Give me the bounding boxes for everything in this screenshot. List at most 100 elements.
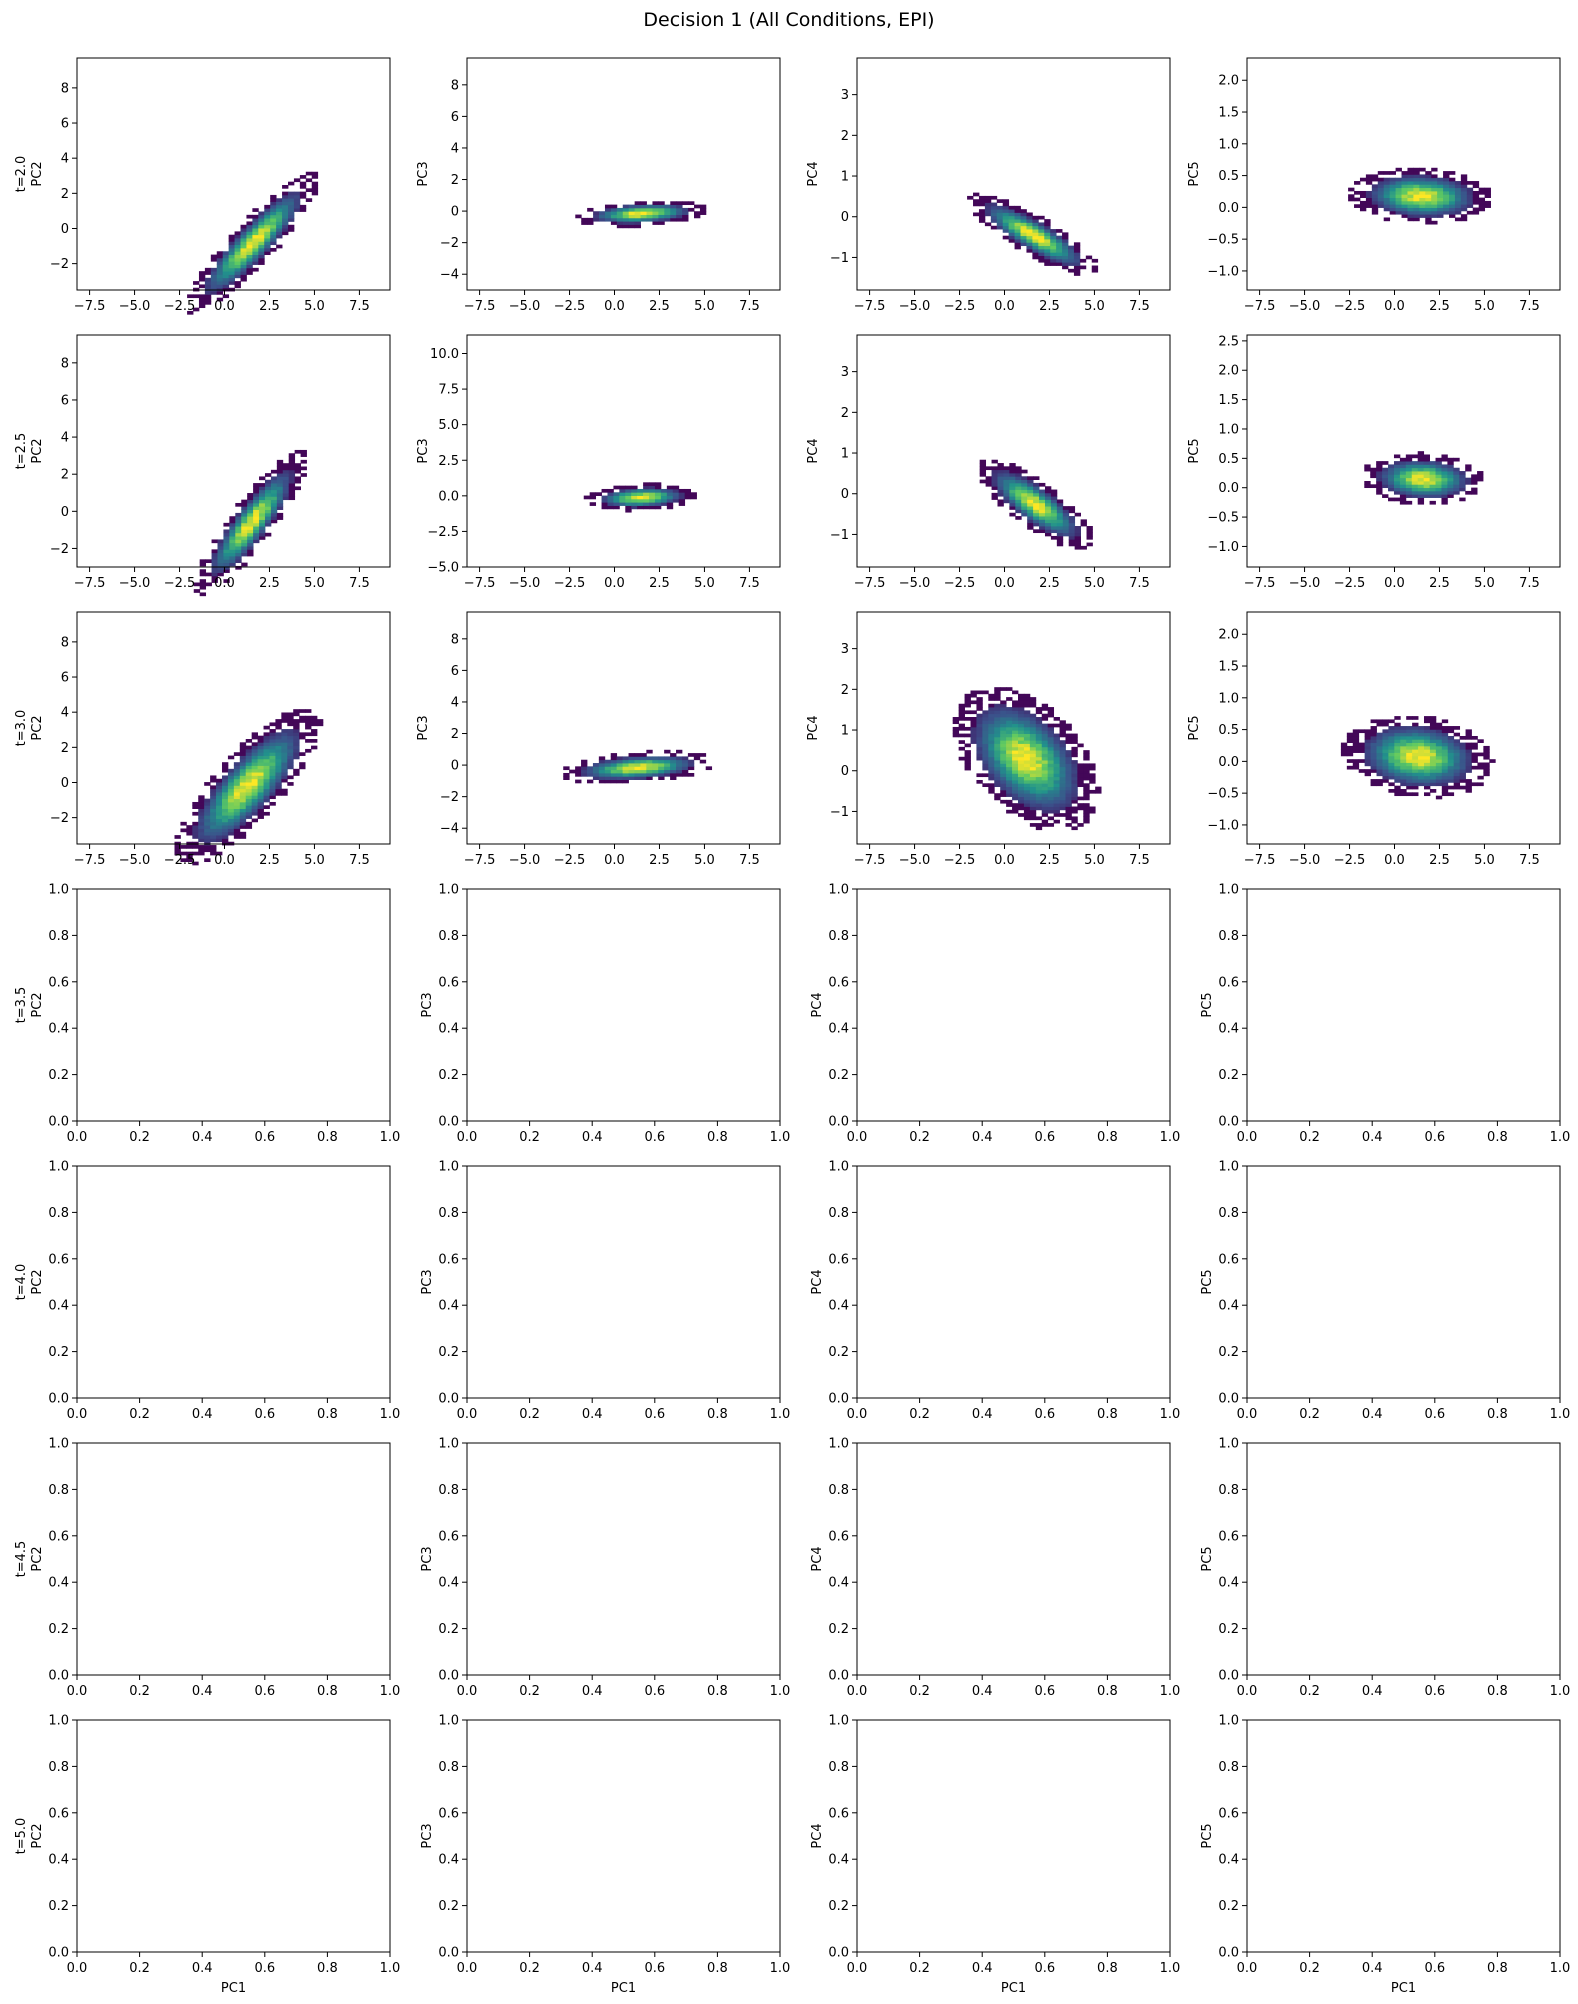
heatmap-cell [227,782,235,786]
heatmap-cell [1441,729,1449,734]
heatmap-cell [1466,204,1474,208]
heatmap-cell [1071,760,1078,764]
heatmap-cell [581,763,588,767]
heatmap-cell [1443,177,1450,182]
heatmap-cell [1406,775,1413,780]
heatmap-cell [694,214,701,219]
heatmap-cell [204,284,212,289]
heatmap-cell [239,808,247,813]
heatmap-cell [622,217,630,222]
heatmap-cell [235,542,242,547]
heatmap-cell [1377,197,1385,202]
heatmap-cell [1400,729,1407,734]
heatmap-cell [1429,500,1436,505]
heatmap-cell [227,755,235,760]
heatmap-cell [234,231,241,236]
heatmap-cell [1425,177,1432,182]
heatmap-cell [223,556,230,560]
heatmap-cell [1021,492,1028,497]
heatmap-cell [233,828,241,833]
heatmap-cell [1029,806,1037,811]
heatmap-cell [1382,494,1389,498]
heatmap-cell [672,498,680,503]
y-tick-label: 0.8 [1218,929,1239,944]
heatmap-cell [1413,194,1420,198]
heatmap-cell [288,486,296,491]
heatmap-cell [1023,720,1031,725]
heatmap-cell [1443,200,1450,205]
heatmap-cell [1035,789,1043,794]
heatmap-cell [610,214,618,219]
heatmap-cell [1035,773,1043,778]
heatmap-cell [1453,765,1461,770]
heatmap-cell [1033,496,1040,500]
x-axis-label: PC1 [221,1981,246,1996]
heatmap-cell [1364,467,1371,472]
heatmap-cell [1044,532,1052,537]
heatmap-cell [264,486,272,491]
x-tick-label: 0.2 [1299,1407,1320,1422]
heatmap-cell [1412,772,1419,777]
heatmap-cell [589,495,597,500]
heatmap-cell [252,221,259,226]
y-tick-label: 0.6 [48,1252,69,1267]
heatmap-cell [282,476,290,481]
heatmap-cell [216,835,223,839]
heatmap-cell [994,733,1001,738]
heatmap-cell [241,536,248,540]
heatmap-cell [1018,793,1025,797]
heatmap-cell [1071,763,1078,768]
heatmap-cell [654,482,662,487]
heatmap-cell [1419,200,1426,205]
heatmap-cell [1435,742,1443,747]
heatmap-cell [198,838,205,843]
heatmap-cell [275,755,282,760]
heatmap-cell [1035,763,1043,768]
heatmap-cell [1014,215,1021,220]
heatmap-cell [257,778,264,783]
heatmap-cell [1395,197,1402,202]
y-tick-label: 0.8 [48,929,69,944]
heatmap-cell [1068,539,1076,543]
heatmap-cell [1000,799,1007,804]
heatmap-cell [1068,252,1075,256]
heatmap-cell [259,519,266,524]
heatmap-cell [1429,772,1437,777]
heatmap-cell [253,489,260,494]
heatmap-cell [676,201,683,206]
heatmap-cell [982,726,989,731]
y-tick-label: 0.4 [438,1853,459,1868]
heatmap-cell [246,231,253,236]
heatmap-cell [1388,497,1395,502]
heatmap-cell [1041,723,1049,728]
heatmap-cell [958,723,965,728]
heatmap-cell [604,772,612,777]
heatmap-cell [1447,474,1454,479]
heatmap-cell [1441,481,1448,485]
heatmap-cell [275,762,282,766]
heatmap-cell [1006,766,1013,771]
heatmap-cell [1466,197,1474,202]
y-tick-label: 4 [61,706,69,721]
heatmap-cell [1370,752,1377,757]
heatmap-cell [1364,772,1371,777]
heatmap-cell [293,768,300,773]
heatmap-cell [1062,506,1070,510]
heatmap-cell [670,207,677,212]
x-tick-label: 1.0 [1160,1130,1181,1145]
heatmap-cell [1459,735,1466,740]
heatmap-cell [1425,171,1432,175]
heatmap-cell [1065,733,1072,738]
y-axis-label: PC2 [30,1546,45,1571]
heatmap-cell [1062,519,1070,524]
heatmap-cell [1008,205,1015,210]
heatmap-cell [216,281,224,285]
heatmap-cell [1071,786,1078,791]
heatmap-cell [1424,742,1431,747]
heatmap-cell [294,463,301,467]
heatmap-cell [964,766,971,771]
heatmap-cell [263,792,270,796]
heatmap-cell [293,735,300,740]
heatmap-cell [1346,732,1354,737]
